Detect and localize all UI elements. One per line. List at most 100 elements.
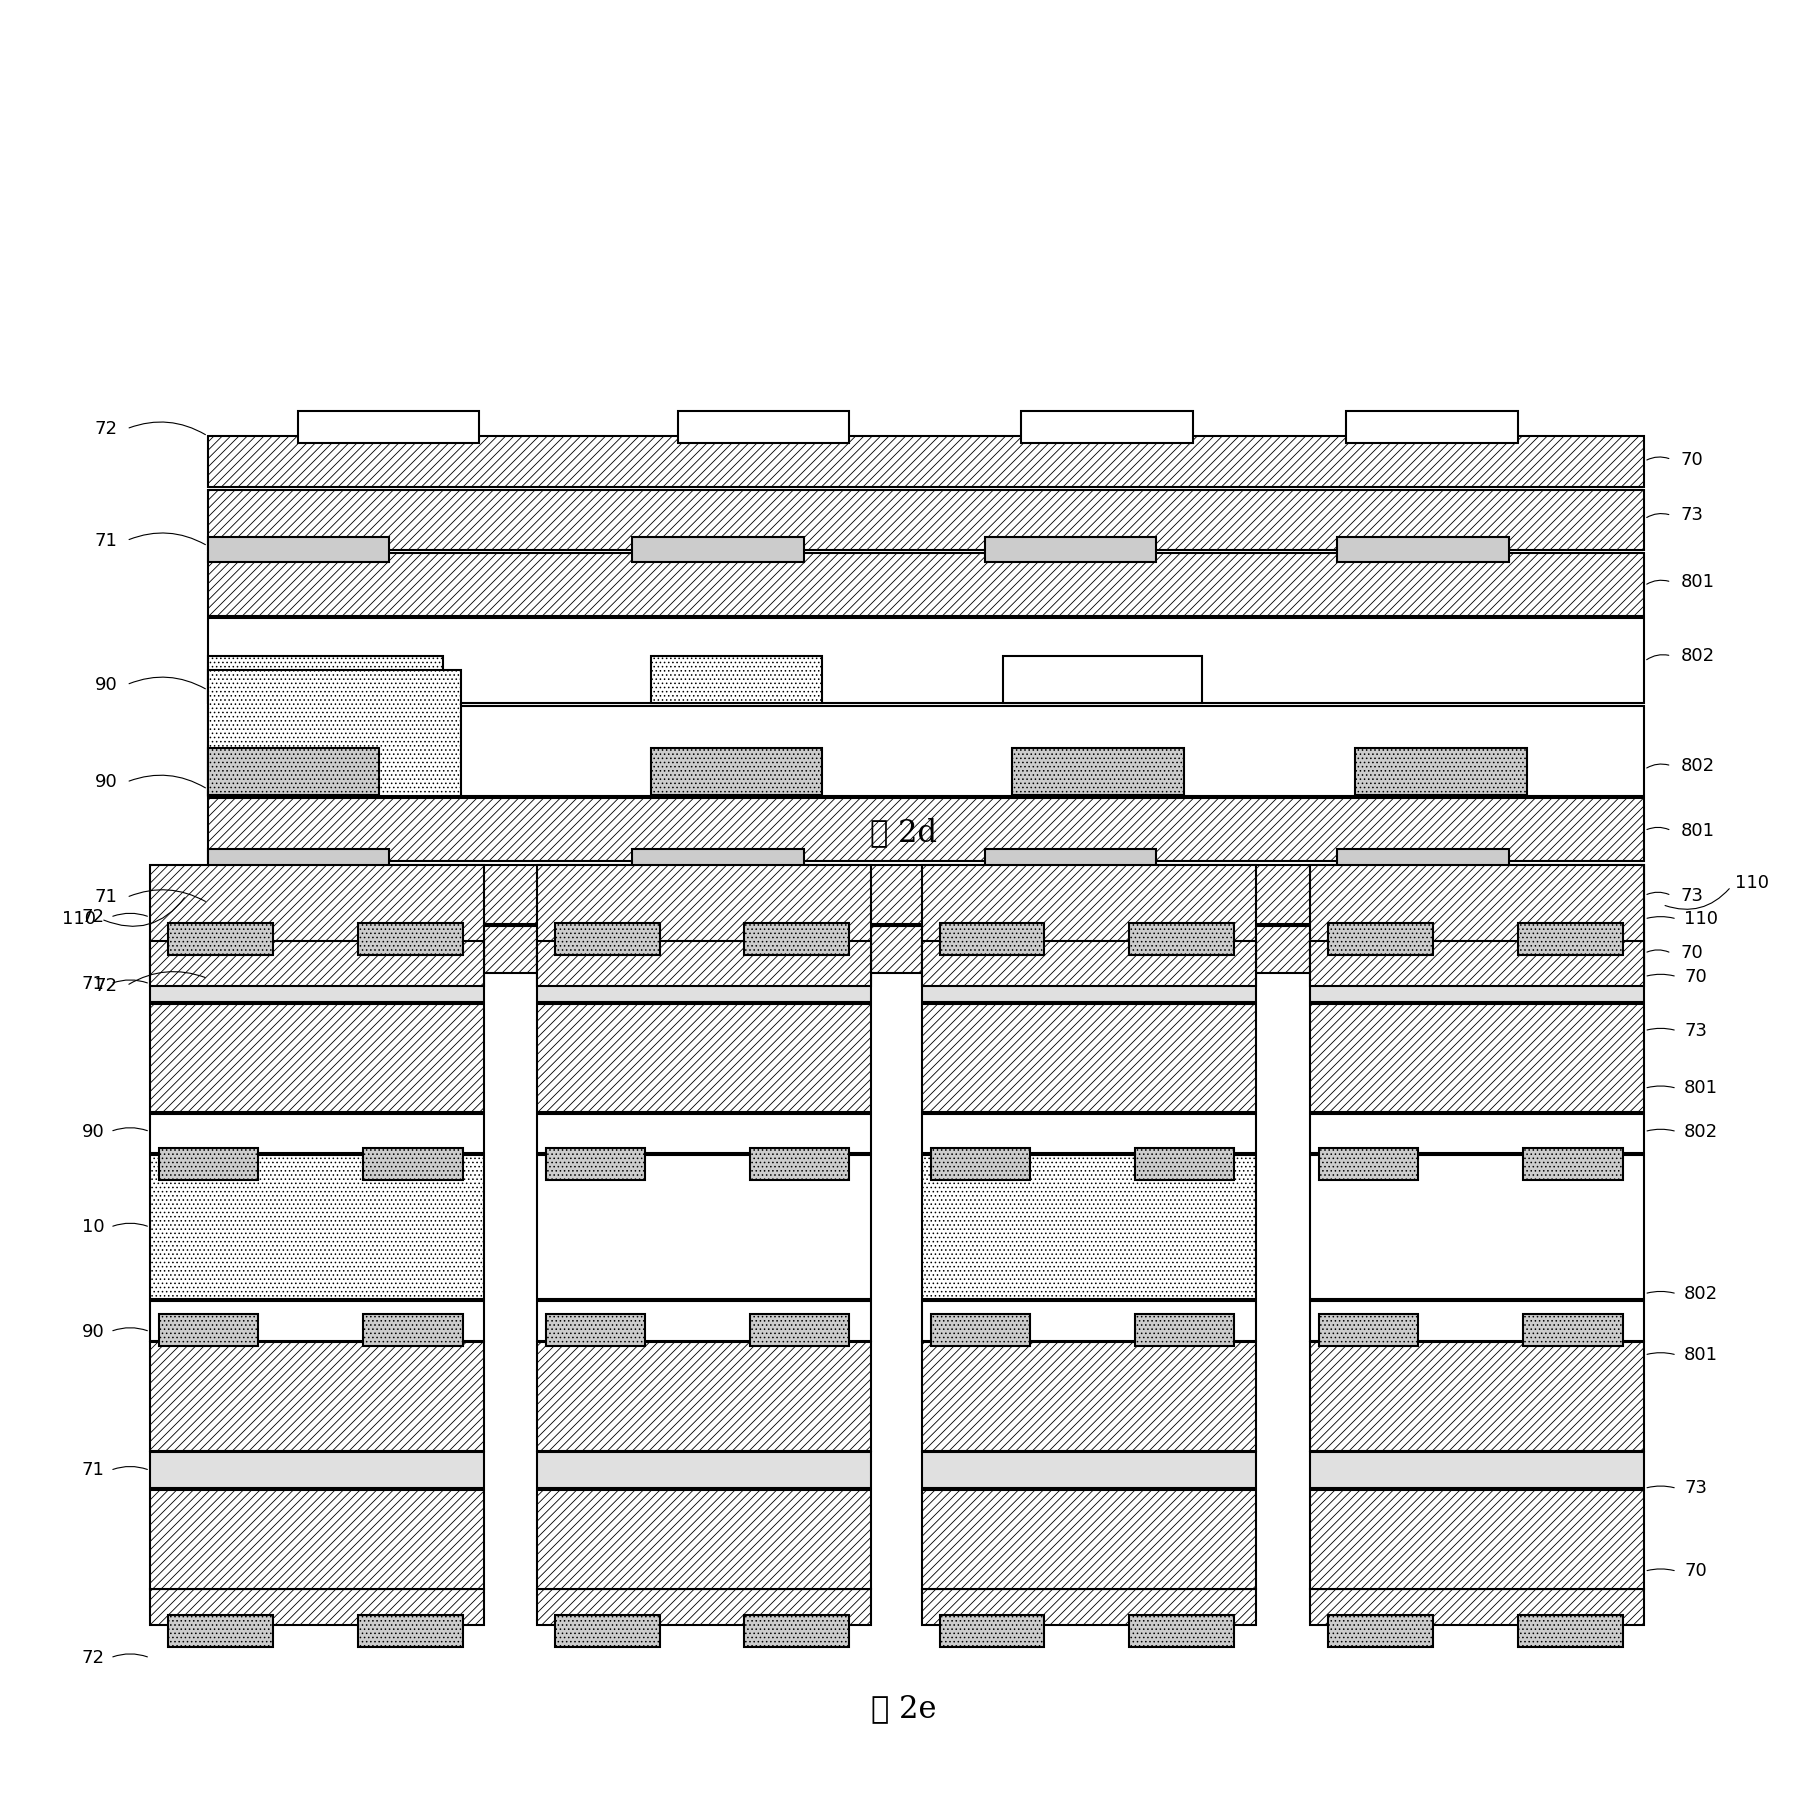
- Bar: [1319, 1314, 1418, 1346]
- Text: 802: 802: [1684, 1123, 1718, 1141]
- Bar: [1328, 1615, 1433, 1647]
- Text: 90: 90: [81, 1123, 105, 1141]
- Bar: [1346, 411, 1518, 443]
- Bar: [1337, 537, 1509, 562]
- Bar: [922, 1589, 1256, 1625]
- Text: 72: 72: [94, 977, 117, 995]
- Bar: [632, 849, 804, 874]
- Bar: [931, 1148, 1030, 1180]
- Bar: [208, 706, 1644, 796]
- Bar: [922, 1490, 1256, 1589]
- Bar: [208, 748, 379, 795]
- Bar: [546, 1314, 645, 1346]
- Bar: [1012, 748, 1184, 795]
- Bar: [150, 1114, 484, 1153]
- Bar: [940, 1615, 1044, 1647]
- Bar: [1355, 748, 1527, 795]
- Bar: [1310, 1589, 1644, 1625]
- Bar: [555, 1615, 660, 1647]
- Text: 73: 73: [1684, 1479, 1708, 1497]
- Text: 70: 70: [1684, 968, 1708, 986]
- Bar: [1319, 1148, 1418, 1180]
- Bar: [678, 411, 849, 443]
- Bar: [922, 1342, 1256, 1451]
- Bar: [922, 941, 1256, 986]
- Text: 图 2e: 图 2e: [871, 1692, 936, 1725]
- Text: 110: 110: [1684, 910, 1718, 928]
- Text: 70: 70: [1681, 944, 1704, 962]
- Bar: [363, 1148, 463, 1180]
- Bar: [208, 537, 389, 562]
- Text: 90: 90: [94, 676, 117, 694]
- Bar: [208, 798, 1644, 861]
- Text: 72: 72: [81, 908, 105, 926]
- Text: 90: 90: [94, 773, 117, 791]
- Text: 110: 110: [1735, 874, 1769, 892]
- Bar: [1003, 971, 1175, 1004]
- Bar: [1135, 1148, 1234, 1180]
- Text: 73: 73: [1684, 1022, 1708, 1040]
- Bar: [1310, 1342, 1644, 1451]
- Bar: [651, 656, 822, 703]
- Bar: [1310, 1155, 1644, 1299]
- Bar: [208, 926, 1644, 973]
- Bar: [208, 490, 1644, 550]
- Bar: [985, 849, 1156, 874]
- Bar: [150, 1301, 484, 1341]
- Bar: [1337, 849, 1509, 874]
- Bar: [537, 966, 871, 1002]
- Bar: [1129, 1615, 1234, 1647]
- Text: 801: 801: [1684, 1079, 1718, 1097]
- Bar: [537, 941, 871, 986]
- Bar: [744, 923, 849, 955]
- Text: 10: 10: [81, 1218, 105, 1236]
- Text: 802: 802: [1684, 1285, 1718, 1303]
- Text: 71: 71: [81, 975, 105, 993]
- Bar: [208, 670, 461, 796]
- Bar: [651, 748, 822, 795]
- Bar: [1310, 1301, 1644, 1341]
- Bar: [1310, 1114, 1644, 1153]
- Text: 72: 72: [94, 420, 117, 438]
- Bar: [537, 1490, 871, 1589]
- Bar: [159, 1148, 258, 1180]
- Bar: [358, 1615, 463, 1647]
- Text: 73: 73: [1681, 887, 1704, 905]
- Bar: [632, 537, 804, 562]
- Bar: [537, 1452, 871, 1488]
- Bar: [208, 849, 389, 874]
- Text: 90: 90: [81, 1323, 105, 1341]
- Bar: [537, 1004, 871, 1112]
- Bar: [750, 1148, 849, 1180]
- Text: 801: 801: [1681, 573, 1715, 591]
- Bar: [208, 436, 1644, 487]
- Bar: [363, 1314, 463, 1346]
- Bar: [922, 865, 1256, 964]
- Text: 图 2d: 图 2d: [869, 816, 938, 849]
- Bar: [1518, 923, 1623, 955]
- Bar: [537, 1589, 871, 1625]
- Bar: [150, 1490, 484, 1589]
- Bar: [537, 1155, 871, 1299]
- Bar: [1310, 1004, 1644, 1112]
- Bar: [940, 923, 1044, 955]
- Bar: [1518, 1615, 1623, 1647]
- Bar: [208, 618, 1644, 703]
- Bar: [922, 1452, 1256, 1488]
- Bar: [922, 1004, 1256, 1112]
- Bar: [208, 656, 443, 703]
- Bar: [298, 411, 479, 443]
- Bar: [922, 1155, 1256, 1299]
- Bar: [208, 971, 379, 1004]
- Bar: [208, 865, 1644, 924]
- Bar: [1310, 966, 1644, 1002]
- Bar: [150, 865, 484, 964]
- Bar: [1310, 941, 1644, 986]
- Text: 71: 71: [94, 532, 117, 550]
- Bar: [150, 1155, 484, 1299]
- Bar: [537, 1301, 871, 1341]
- Bar: [168, 923, 273, 955]
- Bar: [537, 865, 871, 964]
- Bar: [931, 1314, 1030, 1346]
- Bar: [150, 1452, 484, 1488]
